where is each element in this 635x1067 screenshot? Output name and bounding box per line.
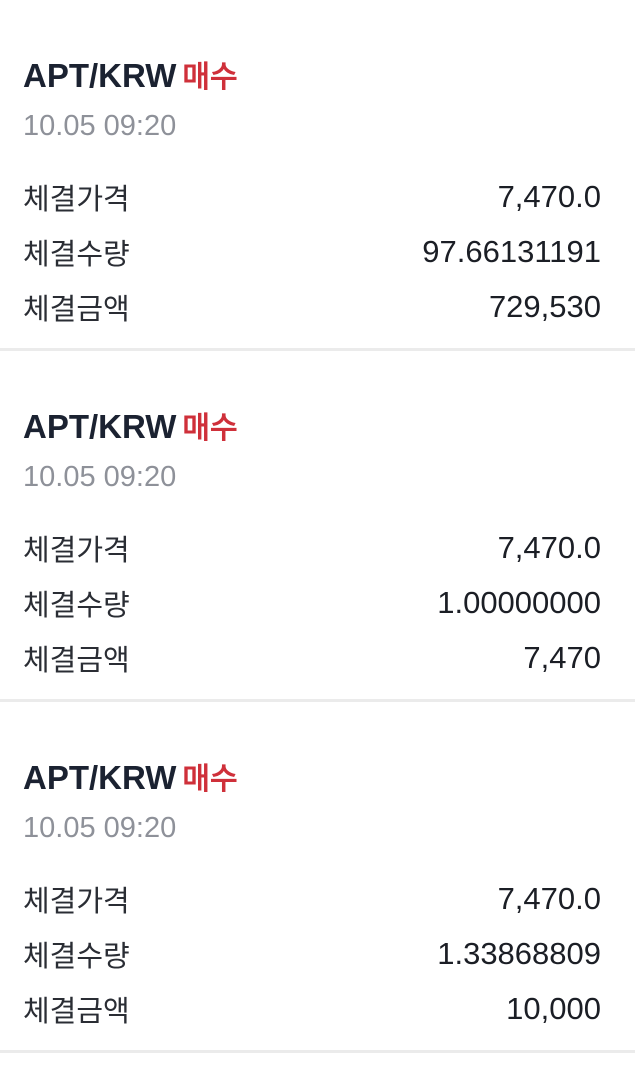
detail-value: 7,470 (523, 640, 601, 675)
detail-label: 체결가격 (23, 533, 130, 567)
trade-detail-row: 체결수량 1.00000000 (23, 583, 601, 623)
trade-pair: APT/KRW (23, 759, 177, 796)
detail-label: 체결수량 (23, 588, 130, 622)
trade-card[interactable]: APT/KRW 매수 10.05 09:20 체결가격 7,470.0 체결수량 1.0… (0, 351, 635, 702)
trade-pair: APT/KRW (23, 57, 177, 94)
detail-value: 1.33868809 (437, 936, 601, 971)
trade-time: 10.05 09:20 (23, 110, 177, 142)
trade-card[interactable]: APT/KRW 매수 10.05 09:20 체결가격 7,470.0 체결수량 1.3… (0, 702, 635, 1053)
trade-pair: APT/KRW (23, 408, 177, 445)
detail-label: 체결금액 (23, 643, 130, 677)
trade-title: APT/KRW 매수 (23, 758, 238, 800)
trade-detail-row: 체결가격 7,470.0 (23, 879, 601, 919)
trade-detail-row: 체결금액 729,530 (23, 287, 601, 327)
detail-label: 체결금액 (23, 292, 130, 326)
trade-side-badge: 매수 (182, 411, 238, 446)
trade-side-badge: 매수 (182, 762, 238, 797)
trade-title: APT/KRW 매수 (23, 407, 238, 449)
detail-value: 729,530 (488, 289, 601, 324)
detail-value: 10,000 (506, 991, 601, 1026)
trade-detail-row: 체결금액 10,000 (23, 989, 601, 1029)
trade-time: 10.05 09:20 (23, 812, 177, 844)
trade-detail-row: 체결가격 7,470.0 (23, 177, 601, 217)
detail-value: 97.66131191 (422, 234, 601, 269)
detail-label: 체결금액 (23, 994, 130, 1028)
trade-detail-row: 체결금액 7,470 (23, 638, 601, 678)
detail-label: 체결수량 (23, 237, 130, 271)
detail-label: 체결수량 (23, 939, 130, 973)
trade-side-badge: 매수 (182, 60, 238, 95)
detail-value: 7,470.0 (497, 179, 601, 214)
trade-detail-row: 체결가격 7,470.0 (23, 528, 601, 568)
trade-title: APT/KRW 매수 (23, 56, 238, 98)
detail-label: 체결가격 (23, 182, 130, 216)
trade-card[interactable]: APT/KRW 매수 10.05 09:20 체결가격 7,470.0 체결수량 97.… (0, 0, 635, 351)
trade-detail-row: 체결수량 97.66131191 (23, 232, 601, 272)
detail-label: 체결가격 (23, 884, 130, 918)
detail-value: 7,470.0 (497, 881, 601, 916)
trade-time: 10.05 09:20 (23, 461, 177, 493)
trade-detail-row: 체결수량 1.33868809 (23, 934, 601, 974)
detail-value: 1.00000000 (437, 585, 601, 620)
detail-value: 7,470.0 (497, 530, 601, 565)
